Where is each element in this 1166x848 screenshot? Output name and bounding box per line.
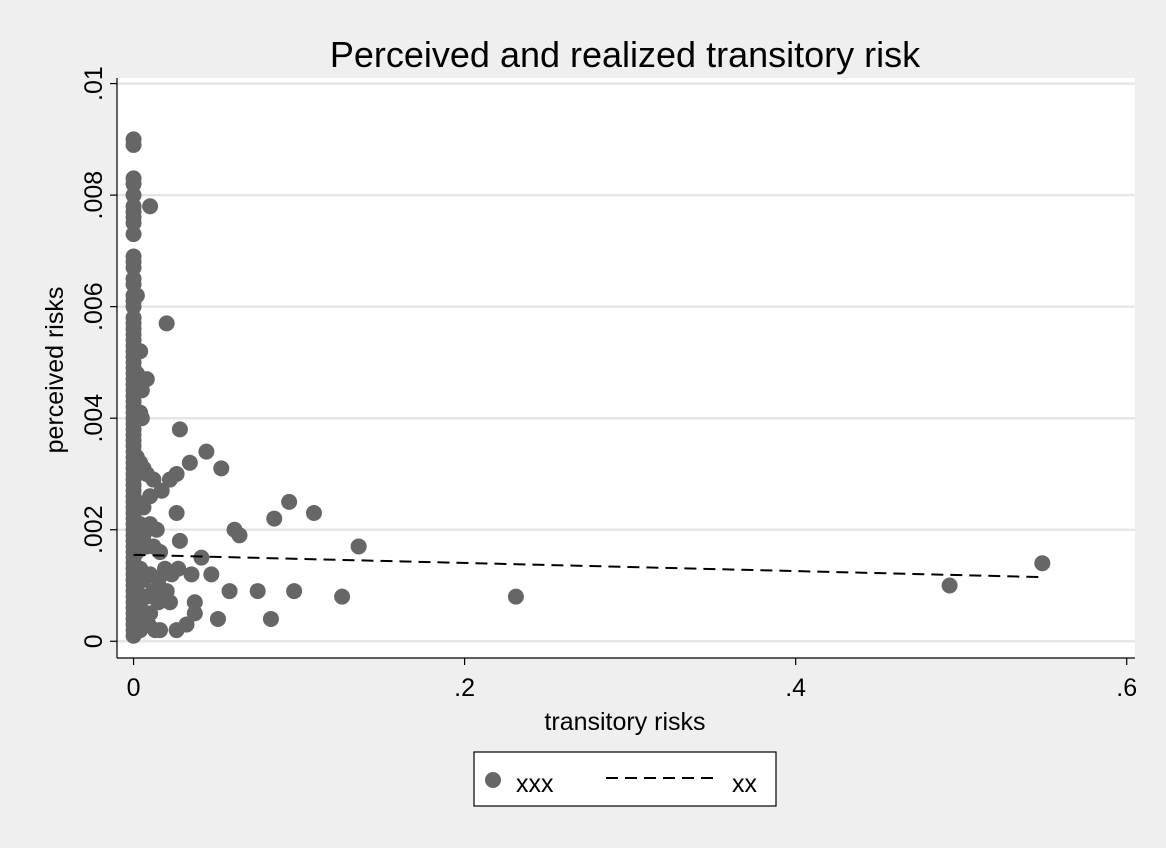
data-point-139 bbox=[221, 583, 238, 600]
data-point-145 bbox=[281, 493, 298, 510]
data-point-136 bbox=[203, 566, 220, 583]
data-point-121 bbox=[161, 594, 178, 611]
data-point-149 bbox=[350, 538, 367, 555]
data-point-137 bbox=[209, 610, 226, 627]
data-point-127 bbox=[171, 421, 188, 438]
data-point-135 bbox=[198, 443, 215, 460]
data-point-115 bbox=[152, 622, 169, 639]
chart-title: Perceived and realized transitory risk bbox=[330, 34, 921, 75]
data-point-129 bbox=[178, 616, 195, 633]
data-point-91 bbox=[133, 410, 150, 427]
x-tick-label-2: .4 bbox=[785, 674, 806, 702]
data-point-113 bbox=[150, 594, 167, 611]
data-point-142 bbox=[249, 583, 266, 600]
data-point-131 bbox=[183, 566, 200, 583]
plot-area bbox=[117, 78, 1135, 658]
data-point-130 bbox=[181, 454, 198, 471]
x-tick-label-1: .2 bbox=[454, 674, 475, 702]
data-point-134 bbox=[193, 549, 210, 566]
data-point-102 bbox=[142, 198, 159, 215]
legend-label-xx: xx bbox=[732, 770, 758, 798]
y-tick-label-2: .004 bbox=[80, 394, 108, 443]
legend-label-xxx: xxx bbox=[516, 770, 554, 798]
x-tick-label-3: .6 bbox=[1116, 674, 1137, 702]
data-point-123 bbox=[168, 465, 185, 482]
data-point-128 bbox=[171, 532, 188, 549]
legend: xxx xx bbox=[473, 751, 777, 807]
data-point-124 bbox=[168, 505, 185, 521]
data-point-147 bbox=[305, 505, 322, 521]
data-point-83 bbox=[132, 343, 149, 360]
x-tick-label-0: 0 bbox=[127, 674, 141, 702]
data-point-111 bbox=[148, 521, 165, 538]
data-point-126 bbox=[170, 560, 187, 577]
data-point-144 bbox=[266, 510, 283, 527]
y-tick-label-0: 0 bbox=[80, 634, 108, 648]
data-point-150 bbox=[507, 588, 524, 605]
data-point-106 bbox=[142, 605, 159, 622]
data-point-146 bbox=[286, 583, 303, 600]
data-point-8 bbox=[125, 215, 142, 231]
data-point-138 bbox=[213, 460, 230, 477]
y-tick-label-5: .01 bbox=[80, 66, 108, 101]
data-point-118 bbox=[158, 315, 175, 332]
x-axis-title: transitory risks bbox=[544, 708, 705, 736]
data-point-1 bbox=[125, 136, 142, 153]
data-point-151 bbox=[941, 577, 958, 594]
data-point-116 bbox=[153, 482, 170, 499]
data-point-4 bbox=[125, 187, 142, 204]
legend-marker-xxx bbox=[485, 772, 501, 788]
data-point-3 bbox=[125, 175, 142, 192]
data-point-141 bbox=[231, 527, 248, 544]
data-point-148 bbox=[334, 588, 351, 605]
data-point-133 bbox=[186, 605, 203, 622]
y-tick-label-4: .008 bbox=[80, 171, 108, 220]
y-tick-label-3: .006 bbox=[80, 282, 108, 331]
gridlines bbox=[117, 82, 1135, 643]
x-axis-ticks: 0 .2 .4 .6 bbox=[127, 658, 1137, 702]
data-point-12 bbox=[125, 259, 142, 276]
data-points bbox=[125, 131, 1051, 644]
y-axis-ticks: 0 .002 .004 .006 .008 .01 bbox=[80, 66, 117, 648]
data-point-143 bbox=[262, 610, 279, 627]
y-axis-title: perceived risks bbox=[41, 287, 69, 454]
data-point-107 bbox=[145, 471, 162, 488]
data-point-9 bbox=[125, 226, 142, 243]
data-point-152 bbox=[1034, 555, 1051, 572]
data-point-114 bbox=[152, 544, 169, 561]
data-point-97 bbox=[138, 371, 155, 388]
data-point-132 bbox=[186, 594, 203, 611]
data-point-76 bbox=[128, 287, 145, 304]
y-tick-label-1: .002 bbox=[80, 505, 108, 554]
